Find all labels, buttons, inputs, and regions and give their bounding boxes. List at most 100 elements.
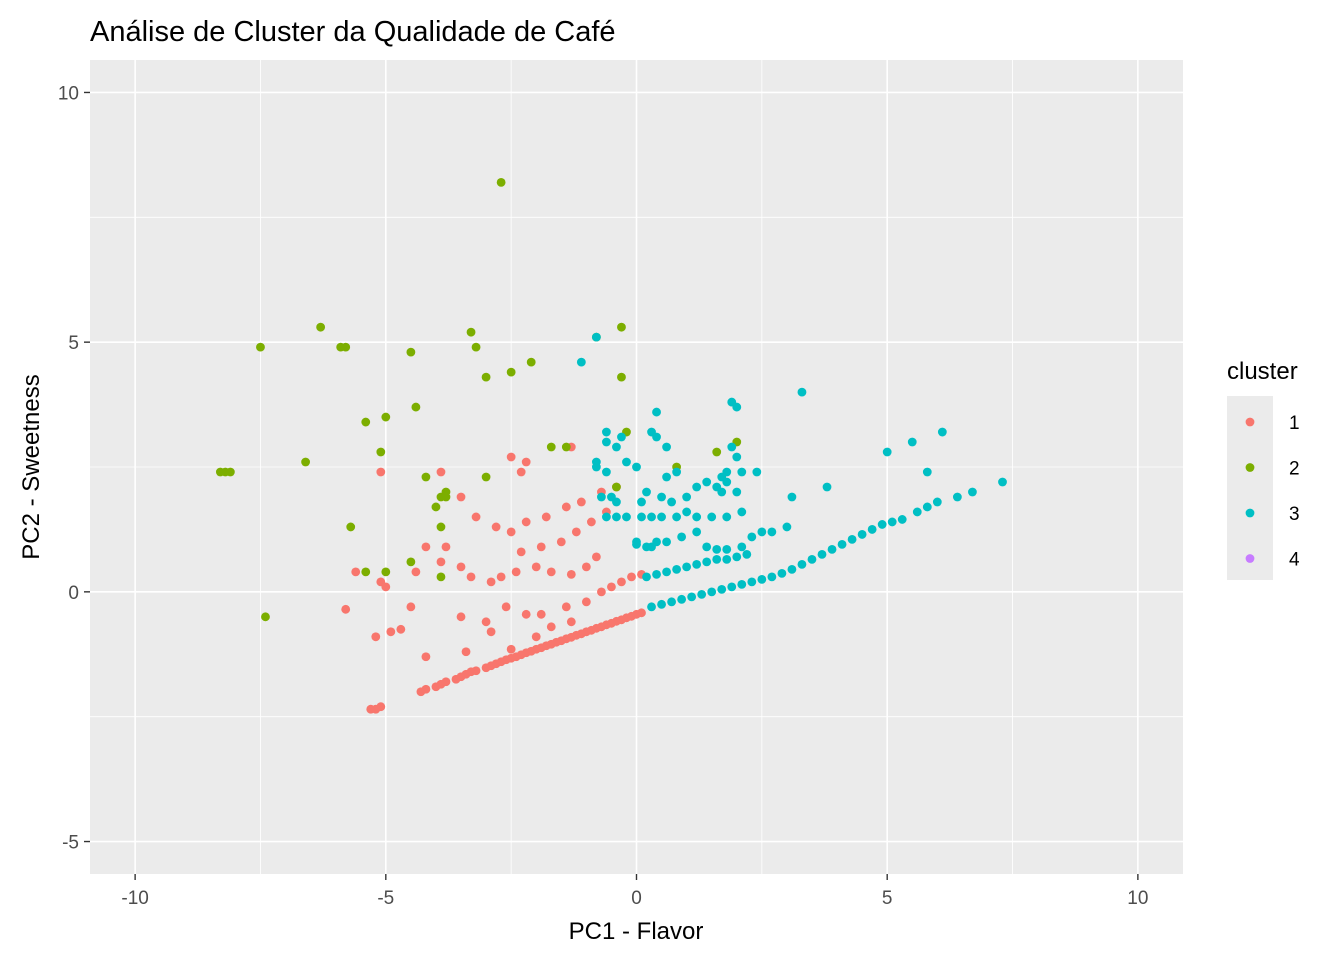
data-point-cluster-3 xyxy=(767,572,777,582)
data-point-cluster-3 xyxy=(717,487,727,497)
data-point-cluster-2 xyxy=(466,327,476,337)
data-point-cluster-1 xyxy=(496,572,506,582)
data-point-cluster-3 xyxy=(712,554,722,564)
data-point-cluster-1 xyxy=(436,557,446,567)
legend-label-cluster-3: 3 xyxy=(1289,504,1300,525)
x-axis-ticks: -10 -5 0 5 10 xyxy=(121,874,1148,909)
data-point-cluster-3 xyxy=(612,497,621,507)
data-point-cluster-3 xyxy=(922,467,932,477)
data-point-cluster-1 xyxy=(506,452,516,462)
data-point-cluster-1 xyxy=(366,704,376,714)
data-point-cluster-3 xyxy=(998,477,1007,487)
legend-label-cluster-4: 4 xyxy=(1289,550,1300,571)
data-point-cluster-3 xyxy=(787,492,797,502)
data-point-cluster-3 xyxy=(867,525,877,534)
data-point-cluster-2 xyxy=(561,442,571,452)
data-point-cluster-1 xyxy=(531,562,541,572)
data-point-cluster-1 xyxy=(481,617,491,627)
data-point-cluster-1 xyxy=(531,632,541,642)
data-point-cluster-3 xyxy=(707,587,717,597)
data-point-cluster-1 xyxy=(376,577,386,587)
data-point-cluster-1 xyxy=(546,567,556,577)
data-point-cluster-2 xyxy=(436,522,446,532)
legend-key-cluster-1 xyxy=(1245,417,1255,427)
data-point-cluster-3 xyxy=(787,564,797,574)
data-point-cluster-3 xyxy=(707,512,717,522)
data-point-cluster-3 xyxy=(782,522,792,532)
data-point-cluster-3 xyxy=(612,512,621,522)
data-point-cluster-1 xyxy=(521,517,531,527)
data-point-cluster-2 xyxy=(411,402,421,412)
data-point-cluster-3 xyxy=(732,402,742,412)
data-point-cluster-1 xyxy=(561,602,571,612)
data-point-cluster-3 xyxy=(937,427,947,437)
data-point-cluster-3 xyxy=(737,467,747,477)
data-point-cluster-2 xyxy=(546,442,556,452)
y-axis-ticks: -5 0 5 10 xyxy=(58,83,90,854)
data-point-cluster-3 xyxy=(767,527,777,537)
data-point-cluster-3 xyxy=(677,594,687,604)
data-point-cluster-3 xyxy=(877,520,887,529)
data-point-cluster-1 xyxy=(511,567,521,577)
data-point-cluster-1 xyxy=(421,684,431,694)
x-tick-label: -5 xyxy=(377,888,394,909)
data-point-cluster-3 xyxy=(692,482,702,492)
data-point-cluster-3 xyxy=(837,540,847,549)
data-point-cluster-3 xyxy=(912,507,922,517)
data-point-cluster-3 xyxy=(622,457,631,467)
data-point-cluster-3 xyxy=(722,477,732,487)
data-point-cluster-3 xyxy=(797,559,807,569)
data-point-cluster-3 xyxy=(647,602,656,612)
data-point-cluster-3 xyxy=(612,442,621,452)
data-point-cluster-1 xyxy=(607,582,616,592)
data-point-cluster-1 xyxy=(546,622,556,632)
data-point-cluster-1 xyxy=(521,457,531,467)
data-point-cluster-3 xyxy=(692,512,702,522)
data-point-cluster-2 xyxy=(471,342,481,352)
data-point-cluster-1 xyxy=(371,632,381,642)
data-point-cluster-3 xyxy=(682,562,692,572)
data-point-cluster-3 xyxy=(687,592,697,602)
y-axis-title: PC2 - Sweetness xyxy=(18,374,45,559)
data-point-cluster-3 xyxy=(882,447,892,457)
data-point-cluster-3 xyxy=(662,537,671,547)
data-point-cluster-2 xyxy=(496,177,506,187)
data-point-cluster-2 xyxy=(712,447,722,457)
data-point-cluster-2 xyxy=(225,467,235,477)
data-points xyxy=(215,177,1007,714)
data-point-cluster-3 xyxy=(757,574,767,584)
data-point-cluster-2 xyxy=(361,417,371,427)
data-point-cluster-3 xyxy=(591,332,601,342)
data-point-cluster-3 xyxy=(922,502,932,512)
data-point-cluster-3 xyxy=(907,437,917,447)
data-point-cluster-2 xyxy=(381,567,391,577)
data-point-cluster-3 xyxy=(952,492,962,502)
data-point-cluster-3 xyxy=(672,512,682,522)
data-point-cluster-1 xyxy=(456,492,466,502)
data-point-cluster-1 xyxy=(581,562,591,572)
data-point-cluster-1 xyxy=(637,608,646,618)
data-point-cluster-2 xyxy=(406,557,416,567)
x-tick-label: -10 xyxy=(121,888,148,909)
data-point-cluster-3 xyxy=(672,564,682,574)
data-point-cluster-2 xyxy=(301,457,310,467)
data-point-cluster-1 xyxy=(441,542,451,552)
data-point-cluster-3 xyxy=(857,530,867,539)
data-point-cluster-3 xyxy=(692,559,702,569)
data-point-cluster-3 xyxy=(692,527,702,537)
data-point-cluster-3 xyxy=(662,442,671,452)
data-point-cluster-2 xyxy=(481,472,491,482)
legend-key-cluster-3 xyxy=(1245,508,1255,518)
data-point-cluster-3 xyxy=(637,497,646,507)
data-point-cluster-2 xyxy=(617,372,626,382)
data-point-cluster-1 xyxy=(471,666,481,676)
data-point-cluster-3 xyxy=(847,535,857,544)
data-point-cluster-2 xyxy=(526,357,536,367)
data-point-cluster-2 xyxy=(406,347,416,357)
data-point-cluster-1 xyxy=(441,677,451,687)
data-point-cluster-3 xyxy=(797,387,807,397)
data-point-cluster-3 xyxy=(642,572,651,582)
data-point-cluster-1 xyxy=(591,552,601,562)
data-point-cluster-3 xyxy=(752,467,762,477)
